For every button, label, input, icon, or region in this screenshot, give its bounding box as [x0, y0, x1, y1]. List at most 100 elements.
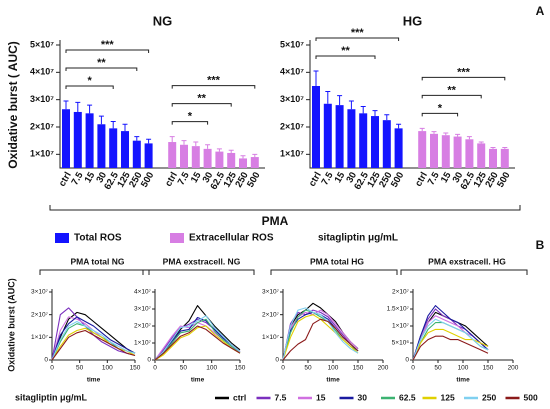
- x-tick-label: 50: [76, 365, 84, 372]
- legend-label: 125: [441, 392, 455, 402]
- line: [282, 302, 359, 361]
- bar: [215, 151, 224, 168]
- line: [51, 316, 136, 361]
- significance-label: ***: [101, 39, 115, 51]
- x-tick-label: 100: [328, 365, 339, 372]
- x-tick-label: 150: [235, 365, 246, 372]
- bar: [312, 86, 320, 168]
- y-tick-label: 1×10⁷: [134, 340, 152, 347]
- legend-title: sitagliptin μg/mL: [15, 392, 88, 402]
- y-tick-label: 0: [147, 357, 151, 364]
- y-tick-label: 1×10⁷: [31, 334, 49, 341]
- x-tick-label: 500: [389, 170, 406, 189]
- chart-title: HG: [403, 13, 423, 28]
- x-tick-label: 150: [130, 365, 141, 372]
- x-tick-label: 30: [201, 170, 216, 185]
- line: [51, 307, 136, 361]
- error-bar: [193, 141, 199, 147]
- x-axis-label: time: [191, 377, 205, 384]
- legend-swatch: [55, 233, 69, 243]
- panel-label: A: [536, 4, 545, 18]
- error-bar: [360, 106, 366, 114]
- bar: [359, 113, 368, 168]
- significance-label: ***: [457, 66, 471, 78]
- line: [412, 308, 489, 361]
- error-bar: [325, 90, 331, 104]
- error-bar: [110, 121, 116, 129]
- x-axis-label: time: [326, 377, 340, 384]
- y-tick-label: 1×10⁷: [280, 149, 304, 159]
- significance-label: *: [87, 75, 92, 87]
- x-tick-label: 150: [353, 365, 364, 372]
- y-tick-label: 0: [405, 357, 409, 364]
- error-bar: [337, 95, 343, 106]
- x-axis-label: time: [456, 377, 470, 384]
- bar: [191, 146, 200, 168]
- significance-label: **: [341, 45, 350, 57]
- error-bar: [228, 149, 234, 153]
- y-tick-label: 2×10⁷: [134, 323, 152, 330]
- y-tick-label: 2×10⁷: [30, 121, 54, 131]
- line: [154, 318, 241, 361]
- x-tick-label: 50: [434, 365, 442, 372]
- group-label: PMA: [262, 214, 289, 228]
- bar: [85, 113, 94, 168]
- x-tick-label: 0: [153, 365, 157, 372]
- line: [51, 320, 136, 361]
- y-tick-label: 4×10⁷: [30, 67, 54, 77]
- error-bar: [466, 136, 472, 140]
- legend-label: 30: [358, 392, 368, 402]
- x-tick-label: 500: [139, 170, 156, 189]
- bar: [62, 109, 70, 168]
- bar: [430, 133, 438, 168]
- bar: [394, 128, 403, 168]
- bar: [227, 152, 236, 168]
- bar: [250, 157, 259, 168]
- error-bar: [181, 140, 187, 145]
- significance-label: **: [197, 92, 206, 104]
- error-bar: [313, 70, 319, 86]
- significance-bracket: [65, 49, 150, 54]
- title-bracket: [270, 269, 398, 275]
- line: [51, 327, 136, 361]
- y-tick-label: 3×10⁷: [280, 94, 304, 104]
- line: [282, 309, 359, 361]
- x-tick-label: 100: [102, 365, 113, 372]
- y-tick-label: 2×10⁷: [280, 121, 304, 131]
- legend-title: sitagliptin μg/mL: [318, 233, 398, 244]
- title-bracket: [400, 269, 528, 275]
- error-bar: [396, 123, 402, 129]
- bar: [73, 111, 82, 168]
- legend-label: 500: [524, 392, 538, 402]
- bar: [97, 124, 106, 168]
- error-bar: [348, 100, 354, 110]
- error-bar: [169, 136, 175, 143]
- line: [154, 325, 241, 361]
- y-tick-label: 4×10⁷: [134, 289, 152, 296]
- y-axis-label: Oxidative burst ( AUC): [6, 41, 20, 169]
- y-tick-label: 1×10⁷: [262, 334, 280, 341]
- y-tick-label: 0: [44, 357, 48, 364]
- error-bar: [490, 147, 496, 149]
- y-tick-label: 0: [275, 357, 279, 364]
- bar: [168, 142, 177, 168]
- significance-bracket: [171, 121, 209, 125]
- error-bar: [252, 153, 258, 158]
- significance-label: ***: [207, 74, 221, 86]
- x-tick-label: 100: [206, 365, 217, 372]
- line: [282, 318, 359, 361]
- legend-label: 62.5: [399, 392, 416, 402]
- legend-label: 7.5: [275, 392, 287, 402]
- significance-label: **: [97, 57, 106, 69]
- error-bar: [384, 114, 390, 121]
- bar: [382, 120, 391, 168]
- significance-bracket: [421, 94, 482, 99]
- chart-title: PMA total HG: [310, 256, 364, 266]
- error-bar: [122, 123, 128, 132]
- x-tick-label: 0: [50, 365, 54, 372]
- legend-label: Extracellular ROS: [189, 233, 274, 244]
- legend-swatch: [170, 233, 184, 243]
- x-tick-label: 30: [344, 170, 359, 185]
- bar: [371, 116, 379, 168]
- significance-label: **: [447, 84, 456, 96]
